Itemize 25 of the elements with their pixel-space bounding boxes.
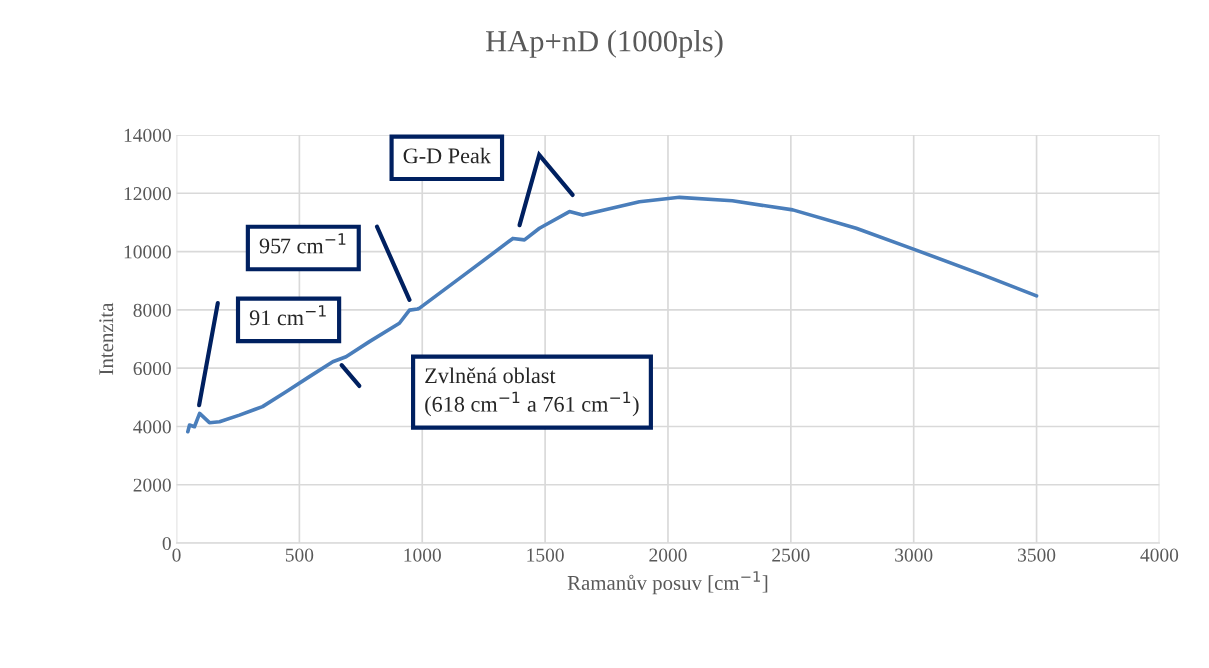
y-tick-label: 2000 xyxy=(133,478,171,492)
x-axis-title: Ramanův posuv [cm$^{−1}$] xyxy=(567,571,768,595)
y-axis-title: Intenzita xyxy=(99,302,114,375)
y-tick-label: 12000 xyxy=(124,187,171,201)
y-tick-label: 6000 xyxy=(133,361,171,376)
x-tick-label: 2000 xyxy=(649,548,687,562)
annotation: Zvlněná oblast (618 cm$^{−1}$ a 761 cm$^{−1}$) xyxy=(425,367,639,417)
chart-title: HAp+nD (1000pls) xyxy=(486,30,723,58)
x-tick-label: 1000 xyxy=(404,548,441,562)
x-tick-label: 500 xyxy=(285,548,314,562)
x-tick-label: 4000 xyxy=(1140,548,1179,562)
y-tick-label: 10000 xyxy=(124,245,171,259)
y-tick-label: 8000 xyxy=(133,303,171,317)
x-tick-label: 0 xyxy=(172,548,181,562)
y-tick-label: 4000 xyxy=(133,420,171,434)
y-tick-label: 14000 xyxy=(124,128,171,142)
annotation: G-D Peak xyxy=(403,147,491,164)
x-tick-label: 2500 xyxy=(772,548,810,562)
x-tick-label: 1500 xyxy=(527,548,564,562)
y-tick-label: 0 xyxy=(162,536,171,551)
x-tick-label: 3500 xyxy=(1018,548,1056,562)
annotation: 957 cm$^{−1}$ xyxy=(259,233,346,254)
x-tick-label: 3000 xyxy=(895,548,933,562)
line-series xyxy=(186,195,1039,434)
annotation: 91 cm$^{−1}$ xyxy=(249,305,326,326)
